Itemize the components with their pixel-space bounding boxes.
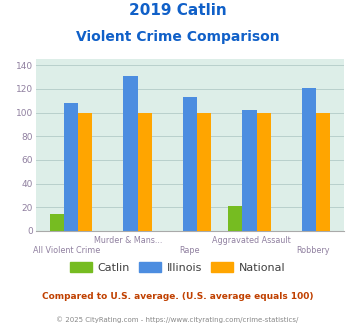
Bar: [123, 76, 138, 231]
Text: Rape: Rape: [180, 246, 200, 255]
Bar: [78, 113, 92, 231]
Text: Violent Crime Comparison: Violent Crime Comparison: [76, 30, 279, 44]
Text: 2019 Catlin: 2019 Catlin: [129, 3, 226, 18]
Bar: [183, 97, 197, 231]
Bar: [64, 103, 78, 231]
Bar: [197, 113, 211, 231]
Text: © 2025 CityRating.com - https://www.cityrating.com/crime-statistics/: © 2025 CityRating.com - https://www.city…: [56, 316, 299, 323]
Text: Aggravated Assault: Aggravated Assault: [212, 236, 291, 245]
Text: Murder & Mans...: Murder & Mans...: [94, 236, 162, 245]
Bar: [257, 113, 271, 231]
Bar: [50, 214, 64, 231]
Text: Compared to U.S. average. (U.S. average equals 100): Compared to U.S. average. (U.S. average …: [42, 292, 313, 301]
Legend: Catlin, Illinois, National: Catlin, Illinois, National: [65, 258, 290, 278]
Bar: [316, 113, 330, 231]
Bar: [302, 88, 316, 231]
Bar: [242, 110, 257, 231]
Text: All Violent Crime: All Violent Crime: [33, 246, 100, 255]
Text: Robbery: Robbery: [297, 246, 330, 255]
Bar: [228, 206, 242, 231]
Bar: [138, 113, 152, 231]
